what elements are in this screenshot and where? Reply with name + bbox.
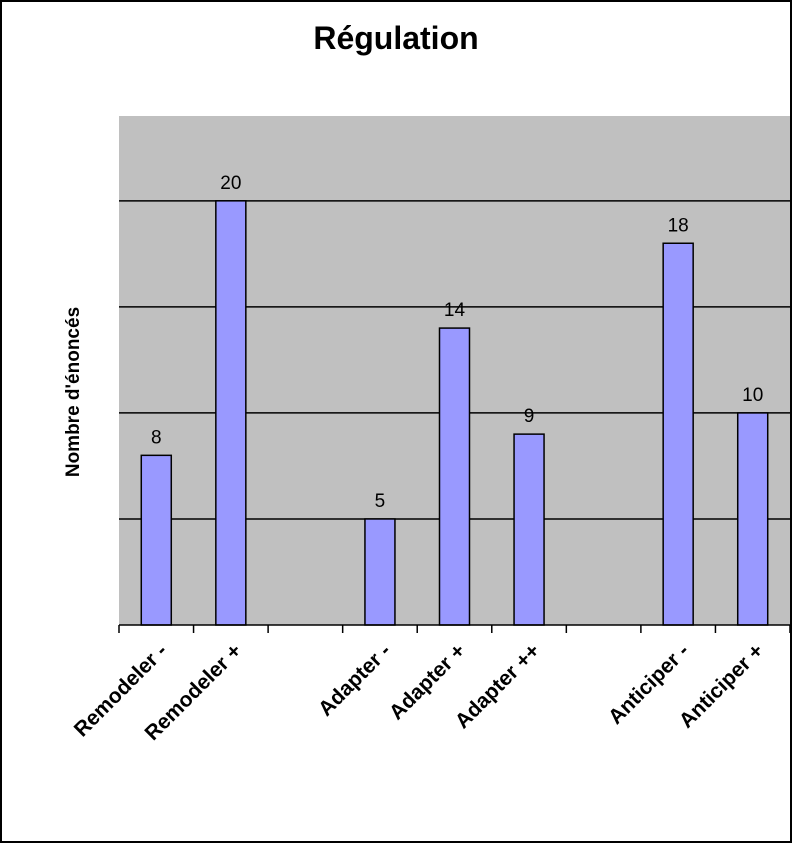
data-label: 8: [151, 427, 162, 448]
data-label: 5: [375, 491, 386, 512]
bar: [438, 327, 471, 626]
data-label: 9: [524, 406, 535, 427]
data-label: 14: [444, 300, 466, 321]
bar: [662, 242, 694, 626]
bar: [513, 433, 545, 626]
data-label: 18: [668, 215, 689, 236]
bar: [736, 412, 769, 626]
x-tick-label: Adapter -: [314, 639, 395, 720]
data-label: 20: [220, 173, 241, 194]
bar: [215, 200, 247, 626]
bar: [364, 518, 396, 626]
chart-title: Régulation: [313, 20, 479, 56]
data-label: 10: [742, 385, 763, 406]
bar: [140, 454, 173, 626]
